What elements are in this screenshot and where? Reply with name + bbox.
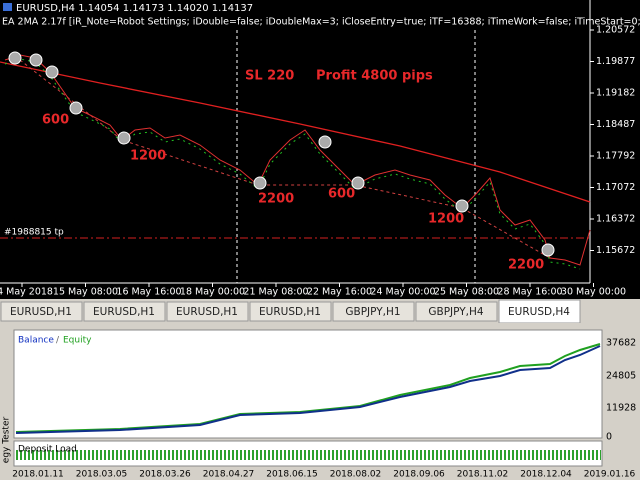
annotation: 600	[328, 187, 355, 202]
date-label: 2018.09.06	[393, 470, 445, 480]
time-label: 24 May 00:00	[370, 287, 435, 298]
price-label: 1.19877	[596, 56, 635, 67]
tab[interactable]	[249, 301, 332, 322]
time-label: 30 May 00:00	[561, 287, 626, 298]
time-label: 15 May 08:00	[53, 287, 118, 298]
deposit-load-label: Deposit Load	[18, 445, 77, 455]
date-label: 2018.11.02	[457, 470, 509, 480]
tab-label: GBPJPY,H4	[428, 306, 484, 318]
tab[interactable]	[0, 301, 83, 322]
tab-label: GBPJPY,H1	[345, 306, 400, 318]
tab-label: EURUSD,H1	[259, 306, 321, 318]
legend-equity: Equity	[63, 336, 92, 346]
date-label: 2018.03.26	[139, 470, 191, 480]
icon	[3, 3, 12, 11]
tab-label: EURUSD,H1	[93, 306, 155, 318]
ea-line: EA 2MA 2.17f [iR_Note=Robot Settings; iD…	[2, 17, 640, 28]
time-label: 18 May 00:00	[180, 287, 245, 298]
time-label: 16 May 16:00	[116, 287, 181, 298]
legend-sep: /	[56, 336, 60, 346]
time-label: 22 May 16:00	[307, 287, 372, 298]
balance-label: 0	[606, 432, 612, 443]
time-label: 21 May 08:00	[243, 287, 308, 298]
date-label: 2018.04.27	[203, 470, 255, 480]
tab[interactable]	[415, 301, 498, 322]
price-label: 1.16372	[596, 214, 635, 225]
annotation: Profit 4800 pips	[316, 69, 433, 84]
tab[interactable]	[83, 301, 166, 322]
tab-label: EURUSD,H1	[176, 306, 238, 318]
tab[interactable]	[332, 301, 415, 322]
price-label: 1.17072	[596, 182, 635, 193]
price-line	[4, 54, 591, 266]
trade-markers	[8, 51, 555, 257]
tab-label: EURUSD,H1	[10, 306, 72, 318]
price-label: 1.18487	[596, 119, 635, 130]
balance-curve	[15, 345, 601, 434]
price-label: 1.17792	[596, 151, 635, 162]
side-label: egy Tester	[2, 417, 12, 464]
price-label: 1.15672	[596, 245, 635, 256]
annotation: 1200	[428, 212, 464, 227]
candles	[4, 58, 581, 270]
time-label: 14 May 2018	[0, 287, 53, 298]
tab[interactable]	[166, 301, 249, 322]
date-label: 2018.01.11	[12, 470, 64, 480]
annotation: SL 220	[245, 69, 294, 84]
zigzag	[19, 59, 551, 259]
annotation: 600	[42, 113, 69, 128]
time-label: 25 May 08:00	[434, 287, 499, 298]
time-label: 28 May 16:00	[497, 287, 562, 298]
price-label: 1.19182	[596, 88, 635, 99]
annotation: 2200	[508, 258, 544, 273]
tab-label: EURUSD,H4	[508, 306, 570, 318]
ma-line	[0, 61, 591, 203]
balance-label: 24805	[606, 371, 636, 382]
balance-label: 37682	[606, 338, 636, 349]
symbol-line: EURUSD,H4 1.14054 1.14173 1.14020 1.1413…	[16, 3, 253, 14]
date-label: 2018.08.02	[330, 470, 382, 480]
legend-balance: Balance	[18, 336, 54, 346]
date-label: 2018.06.15	[266, 470, 318, 480]
balance-label: 11928	[606, 403, 636, 414]
annotation: 1200	[130, 149, 166, 164]
deposit-load-bars	[15, 450, 601, 465]
price-label: 1.20572	[596, 25, 635, 36]
balance-graph	[13, 329, 603, 439]
annotation: 2200	[258, 192, 294, 207]
date-label: 2019.01.16	[584, 470, 636, 480]
order-label: #1988815 tp	[4, 228, 64, 238]
date-label: 2018.03.05	[76, 470, 128, 480]
date-label: 2018.12.04	[520, 470, 572, 480]
